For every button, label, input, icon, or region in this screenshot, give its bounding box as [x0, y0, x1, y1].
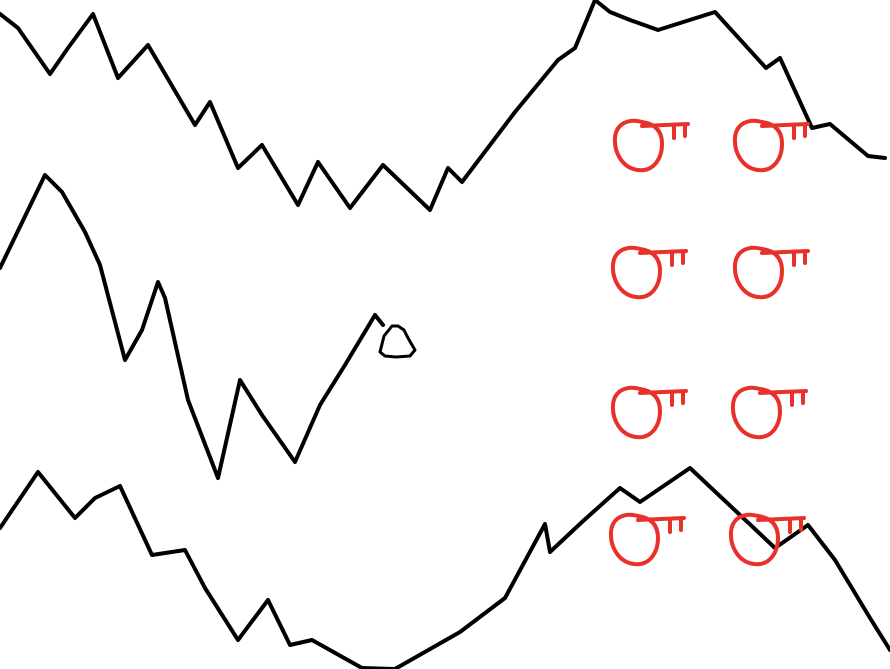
key-icon	[728, 512, 806, 567]
key-icon	[732, 245, 810, 300]
key-icon	[730, 385, 808, 440]
key-icon	[612, 118, 690, 173]
key-icon	[732, 118, 810, 173]
key-icon	[610, 245, 688, 300]
middle-terrain-line	[0, 173, 385, 480]
top-terrain-line	[0, 0, 887, 212]
key-icon	[608, 512, 686, 567]
player-blob-icon	[378, 324, 417, 359]
key-icon	[610, 385, 688, 440]
bottom-terrain-line	[0, 466, 890, 669]
keys-group	[608, 118, 810, 567]
